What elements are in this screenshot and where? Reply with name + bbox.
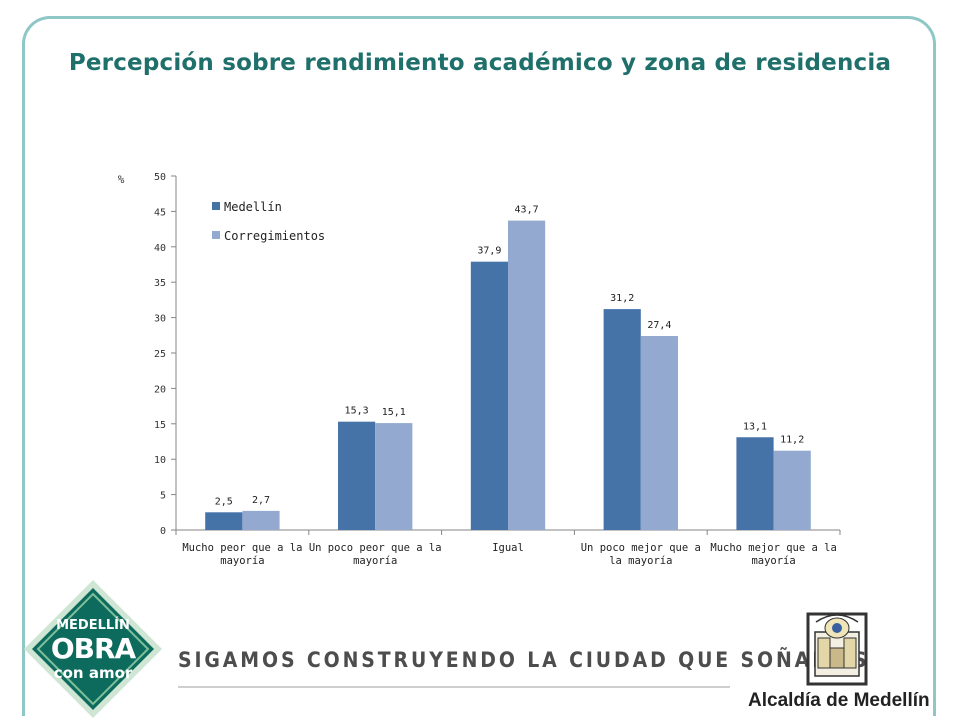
data-label: 15,3 [345, 406, 369, 417]
medellin-obra-badge: MEDELLÍN OBRA con amor [22, 578, 164, 720]
bar-corregimientos [640, 336, 678, 530]
legend-swatch [212, 231, 220, 239]
badge-diamond-icon [24, 580, 162, 718]
bar-medellin [603, 309, 641, 530]
bar-corregimientos [773, 450, 811, 530]
y-tick-label: 45 [154, 207, 166, 218]
data-label: 37,9 [477, 246, 501, 257]
x-category-label: mayoría [220, 555, 264, 567]
y-tick-label: 0 [160, 526, 166, 537]
x-category-label: Un poco mejor que a [581, 542, 701, 554]
x-category-label: Mucho peor que a la [182, 542, 302, 554]
alcaldia-logo-text: Alcaldía de Medellín [748, 690, 930, 711]
data-label: 43,7 [515, 205, 539, 216]
y-tick-label: 40 [154, 243, 166, 254]
y-tick-label: 20 [154, 384, 166, 395]
badge-line-3: con amor [53, 664, 133, 682]
footer-divider [178, 686, 730, 688]
data-label: 2,5 [215, 496, 233, 507]
legend-label: Medellín [224, 200, 282, 214]
y-tick-label: 25 [154, 349, 166, 360]
y-tick-label: 50 [154, 172, 166, 183]
bar-chart: 0 5 10 15 20 25 30 35 40 45 50% 2,5 2,7 Mucho peor qu… [118, 172, 841, 567]
y-tick-label: 30 [154, 314, 166, 325]
medellin-coat-of-arms-icon [806, 612, 868, 686]
bar-medellin [736, 437, 774, 530]
legend-label: Corregimientos [224, 229, 325, 243]
y-tick-label: 15 [154, 420, 166, 431]
x-category-label: Un poco peor que a la [309, 542, 442, 554]
x-category-label: Mucho mejor que a la [710, 542, 836, 554]
badge-line-1: MEDELLÍN [56, 618, 130, 633]
y-axis-label: % [118, 173, 125, 186]
data-label: 31,2 [610, 293, 634, 304]
data-label: 27,4 [647, 320, 671, 331]
y-tick-label: 5 [160, 491, 166, 502]
footer-slogan: SIGAMOS CONSTRUYENDO LA CIUDAD QUE SOÑAM… [178, 648, 870, 672]
bar-medellin [338, 421, 376, 530]
slide-title: Percepción sobre rendimiento académico y… [68, 50, 892, 76]
bar-corregimientos [242, 510, 280, 530]
y-tick-label: 35 [154, 278, 166, 289]
x-category-label: mayoría [751, 555, 795, 567]
legend-swatch [212, 202, 220, 210]
badge-line-2: OBRA [50, 632, 136, 665]
bar-corregimientos [375, 423, 413, 530]
data-label: 15,1 [382, 407, 406, 418]
bar-medellin [470, 261, 508, 530]
bar-corregimientos [508, 220, 546, 530]
x-category-label: mayoría [353, 555, 397, 567]
x-category-label: la mayoría [609, 555, 672, 567]
y-tick-label: 10 [154, 455, 166, 466]
data-label: 2,7 [252, 495, 270, 506]
x-category-label: Igual [492, 542, 524, 554]
bar-medellin [205, 512, 243, 530]
data-label: 11,2 [780, 435, 804, 446]
slide-frame [22, 16, 936, 716]
data-label: 13,1 [743, 421, 767, 432]
